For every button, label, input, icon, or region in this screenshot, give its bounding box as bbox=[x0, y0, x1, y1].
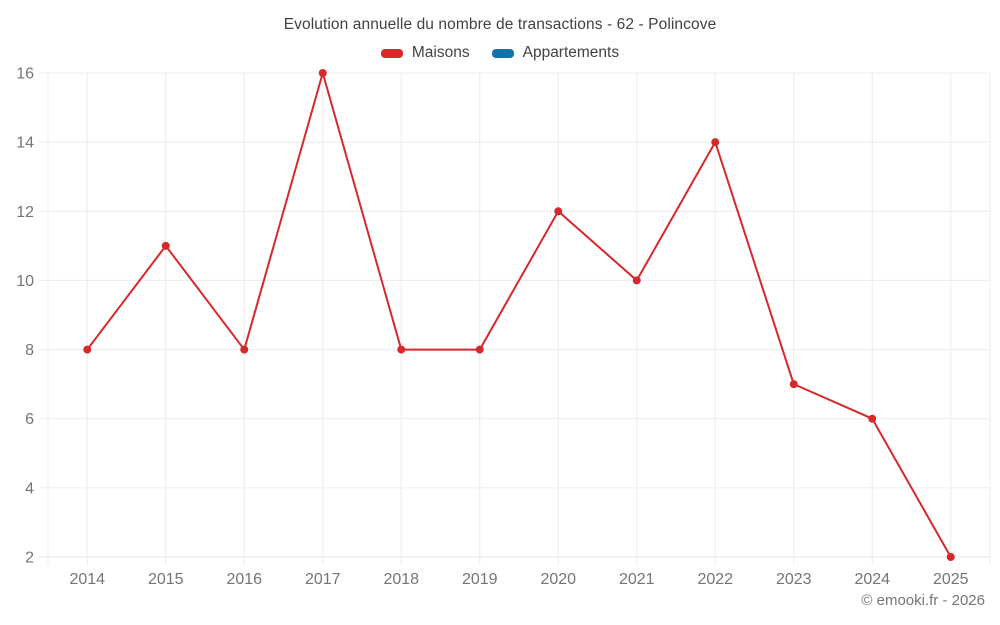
data-point-maisons-2022 bbox=[711, 138, 720, 147]
data-point-maisons-2018 bbox=[397, 345, 406, 354]
data-point-maisons-2025 bbox=[946, 553, 955, 561]
data-point-maisons-2019 bbox=[475, 345, 484, 354]
legend-label-appartements: Appartements bbox=[522, 44, 620, 61]
y-axis-tick-label: 6 bbox=[25, 411, 34, 428]
x-axis-tick-label: 2015 bbox=[148, 571, 184, 588]
y-axis-tick-label: 2 bbox=[25, 550, 34, 567]
legend-item-appartements[interactable]: Appartements bbox=[491, 44, 620, 62]
x-axis-tick-label: 2022 bbox=[697, 571, 733, 588]
chart-title: Evolution annuelle du nombre de transact… bbox=[283, 16, 717, 33]
x-axis-tick-label: 2025 bbox=[933, 571, 969, 588]
x-axis-tick-label: 2024 bbox=[854, 571, 890, 588]
y-axis-tick-label: 8 bbox=[25, 342, 34, 359]
data-point-maisons-2023 bbox=[789, 380, 798, 389]
y-axis-tick-label: 12 bbox=[16, 204, 34, 221]
y-axis-tick-label: 16 bbox=[16, 66, 34, 83]
legend-label-maisons: Maisons bbox=[411, 44, 470, 61]
x-axis-tick-label: 2023 bbox=[776, 571, 812, 588]
data-point-maisons-2016 bbox=[240, 345, 249, 354]
legend-swatch-appartements bbox=[491, 48, 514, 58]
x-axis-tick-label: 2014 bbox=[69, 571, 105, 588]
y-axis-tick-label: 4 bbox=[25, 480, 34, 497]
x-axis-tick-label: 2018 bbox=[383, 571, 419, 588]
data-point-maisons-2017 bbox=[318, 69, 327, 77]
x-axis-tick-label: 2017 bbox=[305, 571, 341, 588]
series-line-maisons bbox=[86, 72, 952, 558]
chart-legend: Maisons Appartements bbox=[0, 44, 1000, 62]
data-point-maisons-2021 bbox=[632, 276, 641, 285]
y-axis-tick-label: 10 bbox=[16, 273, 34, 290]
data-point-maisons-2015 bbox=[161, 241, 170, 250]
y-axis-tick-label: 14 bbox=[16, 135, 34, 152]
legend-swatch-maisons bbox=[380, 48, 403, 58]
copyright-credit: © emooki.fr - 2026 bbox=[861, 592, 985, 609]
x-axis-tick-label: 2020 bbox=[540, 571, 576, 588]
legend-item-maisons[interactable]: Maisons bbox=[380, 44, 470, 62]
data-point-maisons-2020 bbox=[554, 207, 563, 216]
x-axis-tick-label: 2019 bbox=[462, 571, 498, 588]
x-axis-tick-label: 2016 bbox=[226, 571, 262, 588]
data-point-maisons-2014 bbox=[83, 345, 92, 354]
x-axis-tick-label: 2021 bbox=[619, 571, 655, 588]
data-point-maisons-2024 bbox=[868, 414, 877, 423]
